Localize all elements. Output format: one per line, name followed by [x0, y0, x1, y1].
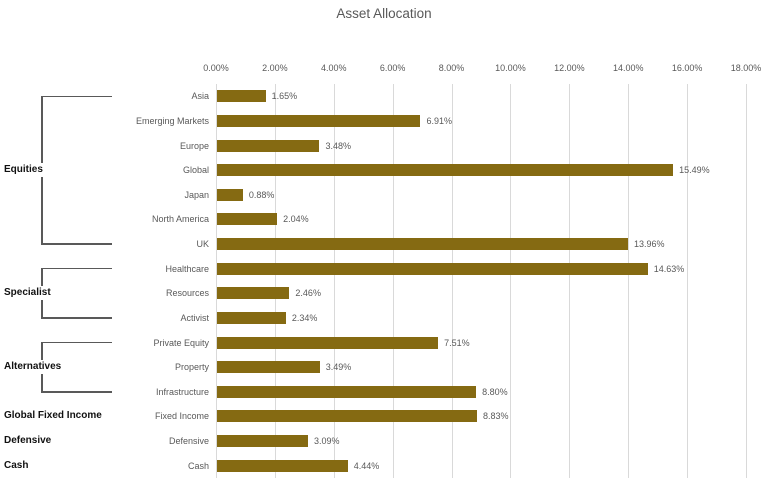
- x-axis-tick-label: 16.00%: [671, 63, 703, 73]
- x-axis-tick-label: 10.00%: [495, 63, 526, 73]
- x-axis-tick-label: 6.00%: [379, 63, 406, 73]
- group-label-specialist: Specialist: [4, 286, 53, 301]
- category-label: Resources: [165, 288, 209, 299]
- bar: [217, 410, 477, 423]
- bracket-top-line: [41, 341, 112, 344]
- group-label-defensive: Defensive: [4, 434, 54, 449]
- bar: [217, 164, 674, 177]
- category-label: Infrastructure: [155, 386, 209, 397]
- value-label: 6.91%: [426, 115, 452, 126]
- x-axis-tick-label: 4.00%: [321, 63, 347, 73]
- gridline: [451, 84, 453, 478]
- gridline: [687, 84, 689, 478]
- bracket-bottom-line: [41, 243, 112, 245]
- category-label: Global: [182, 165, 209, 176]
- group-label-equities: Equities: [4, 163, 45, 178]
- x-axis-tick-label: 12.00%: [554, 63, 585, 73]
- value-label: 2.46%: [295, 288, 321, 299]
- value-label: 3.09%: [313, 436, 340, 447]
- gridline: [274, 84, 276, 478]
- gridline: [628, 84, 630, 478]
- gridline: [392, 84, 394, 478]
- bar: [217, 114, 421, 127]
- category-label: UK: [196, 239, 209, 250]
- value-label: 8.80%: [482, 386, 508, 397]
- bracket-bottom-line: [41, 391, 112, 393]
- bar: [217, 336, 439, 349]
- category-label: Emerging Markets: [135, 115, 209, 126]
- bar: [217, 459, 348, 472]
- category-label: Private Equity: [153, 337, 209, 348]
- x-axis-tick-label: 18.00%: [730, 63, 762, 73]
- gridline: [569, 84, 571, 478]
- gridline: [510, 84, 512, 478]
- gridline: [746, 84, 747, 478]
- value-label: 15.49%: [679, 165, 710, 176]
- value-label: 2.04%: [283, 214, 309, 225]
- bar: [217, 90, 266, 103]
- x-axis-tick-label: 2.00%: [262, 63, 288, 73]
- category-label: Asia: [191, 91, 209, 102]
- value-label: 14.63%: [653, 263, 685, 274]
- group-label-cash: Cash: [4, 458, 31, 473]
- bar: [217, 287, 290, 300]
- x-axis-tick-label: 14.00%: [612, 63, 644, 73]
- bar: [217, 262, 648, 275]
- bar: [217, 188, 243, 201]
- category-label: Europe: [179, 140, 209, 151]
- bracket-bottom-line: [41, 317, 112, 319]
- bar: [217, 139, 320, 152]
- bracket-top-line: [41, 267, 112, 270]
- category-label: Fixed Income: [154, 411, 209, 422]
- value-label: 0.88%: [248, 189, 275, 200]
- x-axis-tick-label: 0.00%: [203, 63, 229, 73]
- value-label: 3.48%: [325, 140, 351, 151]
- bracket-top-line: [41, 95, 112, 98]
- category-label: North America: [151, 214, 209, 225]
- bar: [217, 213, 278, 226]
- value-label: 4.44%: [353, 460, 380, 471]
- group-label-alternatives: Alternatives: [4, 360, 64, 375]
- category-label: Cash: [187, 460, 209, 471]
- category-label: Activist: [180, 312, 209, 323]
- category-label: Property: [174, 362, 209, 373]
- category-label: Japan: [184, 189, 209, 200]
- value-label: 1.65%: [271, 91, 298, 102]
- value-label: 2.34%: [291, 312, 318, 323]
- bar: [217, 435, 308, 448]
- gridline: [216, 84, 217, 478]
- value-label: 8.83%: [482, 411, 509, 422]
- value-label: 13.96%: [634, 239, 665, 250]
- bar: [217, 385, 477, 398]
- bar: [217, 361, 320, 374]
- bar: [217, 238, 629, 251]
- gridline: [333, 84, 335, 478]
- group-label-global-fixed-income: Global Fixed Income: [4, 409, 104, 424]
- x-axis-tick-label: 8.00%: [438, 63, 465, 73]
- category-label: Defensive: [168, 436, 209, 447]
- value-label: 7.51%: [444, 337, 470, 348]
- category-label: Healthcare: [165, 263, 209, 274]
- value-label: 3.49%: [325, 362, 352, 373]
- bar: [217, 311, 286, 324]
- chart-title: Asset Allocation: [336, 6, 432, 21]
